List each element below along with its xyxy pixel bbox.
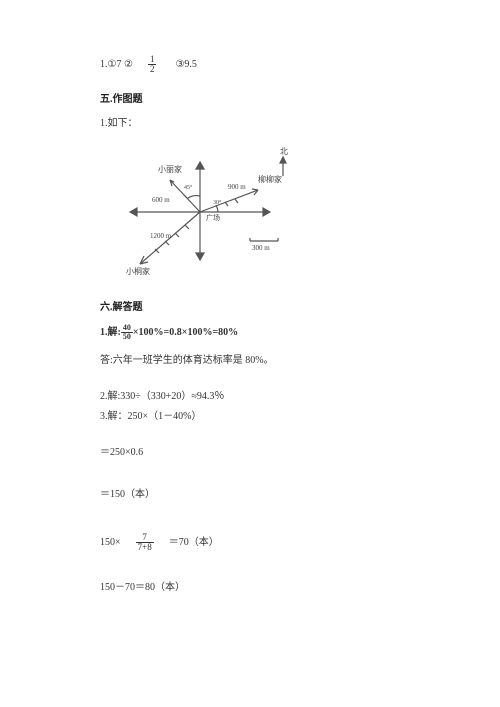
- q3-line4-fraction: 7 7+8: [136, 533, 154, 552]
- label-nw-house: 小丽家: [158, 164, 182, 174]
- topline-suffix: ③9.5: [175, 59, 196, 70]
- label-45: 45°: [184, 184, 193, 191]
- label-30: 30°: [213, 199, 222, 206]
- topline-prefix: 1.①7 ②: [100, 59, 133, 70]
- q3-line4: 150× 7 7+8 ＝70（本）: [100, 533, 420, 552]
- q3-line3: ＝150（本）: [100, 487, 420, 503]
- q3-line1: 3.解：250×（1－40%）: [100, 409, 420, 425]
- section6-title: 六.解答题: [100, 300, 420, 316]
- label-scale: 300 m: [252, 244, 270, 252]
- page-content: 1.①7 ② 1 2 ③9.5 五.作图题 1.如下：: [0, 0, 500, 630]
- q3-line4-prefix: 150×: [100, 537, 121, 548]
- q3-line4-suffix: ＝70（本）: [169, 537, 219, 548]
- q1-fraction: 40 50: [121, 324, 133, 341]
- direction-diagram: 小丽家 柳柳家 小桐家 广场 北 600 m 900 m 1200 m 300 …: [110, 142, 310, 282]
- label-1200: 1200 m: [150, 232, 172, 240]
- q1-rest: ×100%=0.8×100%=80%: [133, 327, 238, 338]
- top-answer-line: 1.①7 ② 1 2 ③9.5: [100, 55, 420, 74]
- q1-prefix: 1.解:: [100, 327, 121, 338]
- label-ne-house: 柳柳家: [258, 174, 282, 184]
- label-600: 600 m: [152, 196, 170, 204]
- section5-title: 五.作图题: [100, 92, 420, 108]
- label-900: 900 m: [228, 183, 246, 191]
- q3-line2: ＝250×0.6: [100, 445, 420, 461]
- label-north: 北: [280, 147, 288, 156]
- q1-answer: 答:六年一班学生的体育达标率是 80%。: [100, 353, 420, 369]
- q3-line5: 150－70＝80（本）: [100, 580, 420, 596]
- q2-line: 2.解:330÷（330+20）≈94.3％: [100, 389, 420, 405]
- label-center: 广场: [206, 213, 220, 222]
- q1-formula: 1.解: 40 50 ×100%=0.8×100%=80%: [100, 324, 420, 341]
- section5-item1: 1.如下：: [100, 116, 420, 132]
- label-sw-house: 小桐家: [126, 266, 150, 276]
- topline-fraction: 1 2: [148, 55, 157, 74]
